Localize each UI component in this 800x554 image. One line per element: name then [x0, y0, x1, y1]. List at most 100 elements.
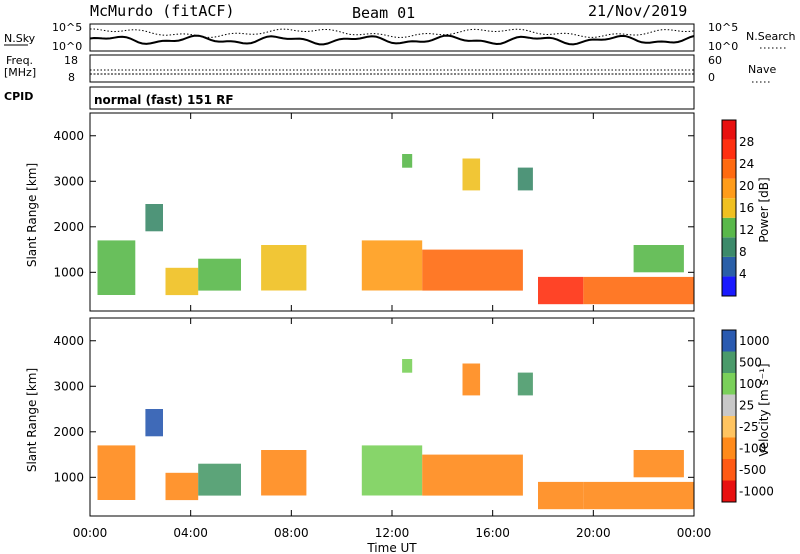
- velocity-colorbar-cell: [722, 351, 736, 373]
- velocity-colorbar-cell: [722, 394, 736, 416]
- echo-region-8: [583, 276, 694, 305]
- beam-title: Beam 01: [352, 4, 415, 22]
- nsky-tick-hi: 10^5: [52, 21, 82, 34]
- nsky-line: [89, 34, 695, 46]
- date-title: 21/Nov/2019: [588, 2, 687, 20]
- power-colorbar-cell: [722, 276, 736, 296]
- nsearch-line: [90, 28, 695, 39]
- echo-region-5: [361, 240, 423, 291]
- nsearch-label: N.Search: [746, 30, 796, 43]
- echo-region-9: [633, 450, 684, 478]
- power-colorbar-tick: 28: [739, 135, 754, 149]
- power-colorbar-tick: 24: [739, 157, 754, 171]
- y-tick-label: 3000: [53, 379, 84, 393]
- cpid-label: CPID: [4, 90, 33, 103]
- nsearch-tick-lo: 10^0: [708, 40, 738, 53]
- velocity-colorbar-cell: [722, 330, 736, 352]
- freq-panel: [89, 54, 695, 83]
- velocity-colorbar-tick: -1000: [739, 484, 774, 498]
- velocity-colorbar-cell: [722, 437, 736, 459]
- velocity-panel: 1000 2000 3000 4000: [53, 317, 695, 517]
- power-panel: 1000 2000 3000 4000: [53, 112, 695, 312]
- y-tick-label: 2000: [53, 220, 84, 234]
- x-tick-label: 00:00: [73, 526, 108, 540]
- cpid-panel: [89, 86, 695, 110]
- velocity-colorbar-tick: -25: [739, 420, 759, 434]
- echo-region-0: [97, 445, 136, 500]
- echo-region-1: [145, 409, 163, 437]
- echo-region-4: [261, 245, 307, 291]
- power-colorbar-label: Power [dB]: [757, 177, 771, 242]
- power-ylabel: Slant Range [km]: [25, 163, 39, 267]
- echo-region-9: [633, 245, 684, 273]
- power-colorbar-tick: 12: [739, 223, 754, 237]
- nsearch-tick-hi: 10^5: [708, 21, 738, 34]
- nave-tick-lo: 0: [708, 71, 715, 84]
- y-tick-label: 1000: [53, 265, 84, 279]
- velocity-colorbar-frame: [721, 329, 737, 503]
- y-tick-label: 4000: [53, 129, 84, 143]
- nsky-panel: [89, 23, 695, 52]
- echo-region-6: [422, 249, 523, 291]
- y-tick-label: 3000: [53, 174, 84, 188]
- power-colorbar-cell: [722, 217, 736, 238]
- echo-region-8: [583, 481, 694, 510]
- echo-region-7: [538, 481, 584, 510]
- echo-region-12: [517, 167, 533, 191]
- echo-region-5: [361, 445, 423, 496]
- power-colorbar: 4 8 12 16 20 24 28: [721, 119, 754, 297]
- nsky-trace: [89, 28, 695, 46]
- freq-label-2: [MHz]: [4, 66, 36, 79]
- echo-region-6: [422, 454, 523, 496]
- echo-region-10: [402, 154, 413, 168]
- velocity-colorbar-cell: [722, 373, 736, 395]
- nsky-tick-lo: 10^0: [52, 40, 82, 53]
- velocity-colorbar-cell: [722, 480, 736, 502]
- x-tick-label: 20:00: [576, 526, 611, 540]
- velocity-ylabel: Slant Range [km]: [25, 368, 39, 472]
- time-axis-label: Time UT: [366, 541, 417, 554]
- echo-region-12: [517, 372, 533, 396]
- power-colorbar-cell: [722, 139, 736, 160]
- echo-region-3: [198, 258, 241, 291]
- y-tick-label: 4000: [53, 334, 84, 348]
- echo-region-2: [165, 267, 199, 296]
- echo-region-0: [97, 240, 136, 295]
- power-colorbar-cell: [722, 237, 736, 257]
- power-colorbar-tick: 16: [739, 201, 754, 215]
- echo-region-3: [198, 463, 241, 496]
- velocity-colorbar-tick: 100: [739, 377, 762, 391]
- x-tick-label: 00:00: [677, 526, 712, 540]
- freq-tick-hi: 18: [64, 54, 78, 67]
- power-colorbar-frame: [721, 119, 737, 297]
- station-title: McMurdo (fitACF): [90, 2, 235, 20]
- echo-region-4: [261, 450, 307, 496]
- velocity-colorbar-tick: 500: [739, 355, 762, 369]
- y-tick-label: 1000: [53, 470, 84, 484]
- velocity-colorbar: 1000 500 100 25 -25 -100 -500 -1000: [721, 329, 774, 503]
- power-colorbar-cell: [722, 159, 736, 179]
- velocity-colorbar-tick: -100: [739, 441, 766, 455]
- power-colorbar-cell: [722, 198, 736, 218]
- x-tick-label: 16:00: [475, 526, 510, 540]
- x-tick-label: 08:00: [274, 526, 309, 540]
- power-colorbar-cell: [722, 120, 736, 140]
- velocity-colorbar-cell: [722, 416, 736, 438]
- nave-tick-hi: 60: [708, 54, 722, 67]
- power-colorbar-tick: 4: [739, 267, 747, 281]
- velocity-colorbar-tick: -500: [739, 463, 766, 477]
- echo-region-7: [538, 276, 584, 305]
- time-axis: 00:00 04:00 08:00 12:00 16:00 20:00 00:00: [73, 526, 712, 540]
- x-tick-label: 12:00: [375, 526, 410, 540]
- y-tick-label: 2000: [53, 425, 84, 439]
- x-tick-label: 04:00: [173, 526, 208, 540]
- echo-region-11: [462, 158, 481, 191]
- echo-region-1: [145, 204, 163, 232]
- velocity-colorbar-tick: 25: [739, 398, 754, 412]
- power-colorbar-tick: 20: [739, 179, 754, 193]
- velocity-colorbar-tick: 1000: [739, 334, 770, 348]
- freq-label-1: Freq.: [6, 54, 33, 67]
- echo-region-11: [462, 363, 481, 396]
- echo-region-2: [165, 472, 199, 501]
